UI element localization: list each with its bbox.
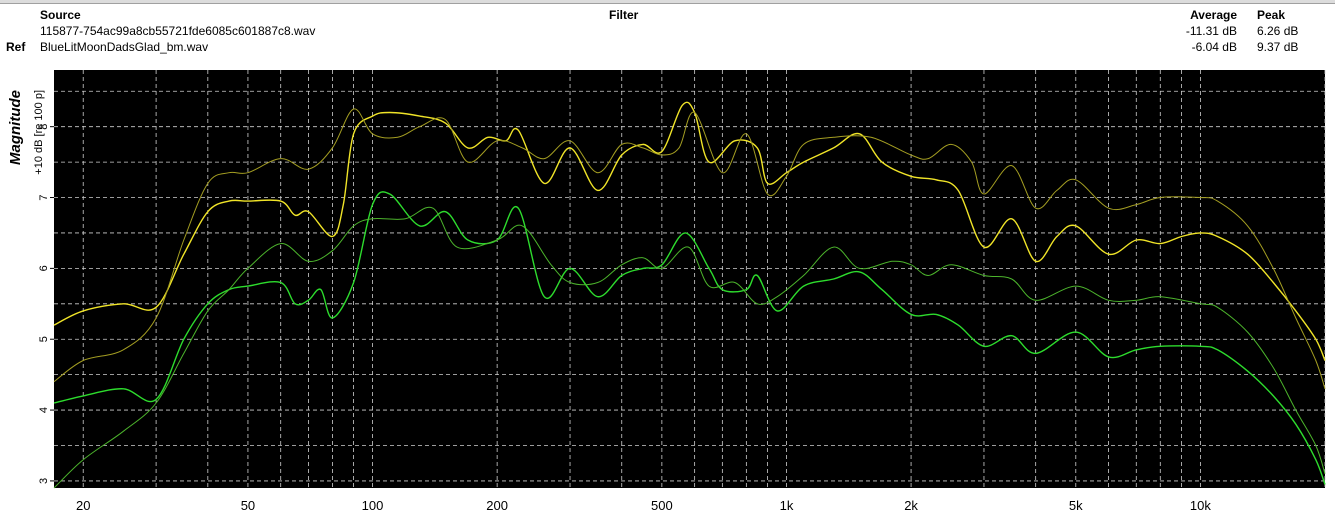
peak-header: Peak xyxy=(1257,8,1286,22)
y-tick-label: 8 xyxy=(38,124,50,130)
ref-average-value: -6.04 dB xyxy=(1191,40,1237,54)
source-header: Source xyxy=(40,8,81,22)
ref-peak-value: 9.37 dB xyxy=(1257,40,1299,54)
y-tick-label: 7 xyxy=(38,194,50,200)
x-tick-label: 20 xyxy=(76,498,90,513)
y-tick-labels: 3 4 5 6 7 8 xyxy=(38,124,54,484)
response-curve-3 xyxy=(53,191,1326,485)
plot-area xyxy=(54,70,1325,488)
y-tick-label: 6 xyxy=(38,265,50,271)
response-curve-2 xyxy=(53,108,1326,389)
y-tick-label: 3 xyxy=(38,478,50,484)
source-peak-value: 6.26 dB xyxy=(1257,24,1299,38)
x-tick-label: 1k xyxy=(780,498,794,513)
x-tick-label: 50 xyxy=(241,498,255,513)
filter-header: Filter xyxy=(609,8,639,22)
response-curve-1 xyxy=(53,101,1326,361)
ref-label: Ref xyxy=(6,40,26,54)
x-tick-label: 100 xyxy=(362,498,384,513)
y-axis-unit: +10 dB [re 100 p] xyxy=(33,90,45,175)
y-axis-title: Magnitude xyxy=(7,90,24,165)
response-curve-4 xyxy=(53,206,1326,489)
x-tick-label: 200 xyxy=(486,498,508,513)
average-header: Average xyxy=(1190,8,1237,22)
x-tick-label: 500 xyxy=(651,498,673,513)
grid-lines xyxy=(54,70,1326,488)
window-top-border xyxy=(0,0,1335,4)
y-tick-label: 4 xyxy=(38,407,50,413)
response-curves xyxy=(53,101,1326,489)
x-tick-label: 5k xyxy=(1069,498,1083,513)
source-average-value: -11.31 dB xyxy=(1185,24,1237,38)
x-tick-labels: 20 50 100 200 500 1k 2k 5k 10k xyxy=(76,498,1211,513)
x-tick-label: 10k xyxy=(1190,498,1211,513)
x-tick-label: 2k xyxy=(904,498,918,513)
source-filename: 115877-754ac99a8cb55721fde6085c601887c8.… xyxy=(40,24,316,38)
y-tick-label: 5 xyxy=(38,336,50,342)
ref-filename: BlueLitMoonDadsGlad_bm.wav xyxy=(40,40,209,54)
